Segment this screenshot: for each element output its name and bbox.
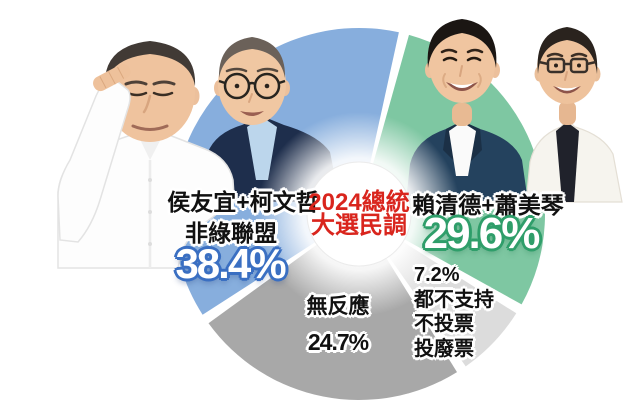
lai-teeth <box>450 83 474 88</box>
photo-lai-ching-te <box>406 19 528 202</box>
label-protest-percentage: 7.2% <box>414 264 460 286</box>
hou-button <box>148 210 152 214</box>
hsiao-glasses-right <box>569 57 589 74</box>
ko-hair <box>218 37 286 78</box>
chart-title: 2024總統 大選民調 <box>308 189 410 239</box>
ko-mouth <box>240 111 264 116</box>
label-no-response-percentage: 24.7% <box>307 329 369 355</box>
ko-glasses-left <box>223 72 251 100</box>
ko-nose <box>248 93 253 103</box>
label-protest-line3: 投廢票 <box>414 337 474 360</box>
hsiao-face <box>537 32 597 104</box>
lai-shirt <box>449 122 476 176</box>
chart-title-line1: 2024總統 <box>308 189 410 216</box>
label-right-percentage: 29.6% <box>423 209 541 258</box>
hou-button <box>148 178 152 182</box>
lai-neck <box>452 103 472 126</box>
hou-mouth <box>131 124 169 131</box>
lai-face <box>429 25 495 103</box>
label-left-candidates: 侯友宜+柯文哲 <box>167 189 319 215</box>
ko-glasses-bridge <box>218 79 286 86</box>
hsiao-brow-right <box>570 52 588 58</box>
hou-button <box>148 242 152 246</box>
lai-eye-right <box>466 56 482 62</box>
lai-nose <box>459 65 463 77</box>
lai-brow-left <box>440 48 458 54</box>
label-no-response: 無反應 <box>306 295 370 318</box>
hsiao-brow-left <box>546 52 564 58</box>
hou-hair <box>104 41 196 86</box>
label-right-candidates: 賴清德+蕭美琴 <box>412 192 564 218</box>
hsiao-hair <box>537 27 598 74</box>
ko-eye-left <box>234 83 240 89</box>
hou-salute-hand <box>93 64 131 92</box>
hsiao-nose <box>564 71 568 81</box>
hsiao-eye-right <box>577 63 581 68</box>
ko-brow-right <box>256 67 279 73</box>
label-protest-vote-block: 7.2% 都不支持 不投票 投廢票 <box>414 263 494 361</box>
lai-hair <box>427 19 497 68</box>
photo-hou-yu-ih <box>57 41 235 269</box>
ko-eye-right <box>264 83 270 89</box>
hsiao-glasses-left <box>546 57 566 74</box>
hou-eye-right <box>152 91 174 97</box>
hsiao-neck <box>559 101 576 125</box>
label-left-coalition: 非綠聯盟 <box>185 220 277 246</box>
hsiao-glasses-bridge <box>538 60 597 66</box>
lai-brow-right <box>466 48 484 54</box>
hsiao-top <box>556 122 579 202</box>
label-protest-line1: 都不支持 <box>414 288 494 311</box>
chart-title-line2: 大選民調 <box>310 212 407 239</box>
hou-brow-left <box>124 80 148 86</box>
ko-shirt <box>247 117 277 180</box>
label-protest-line2: 不投票 <box>414 313 474 335</box>
lai-eye-left <box>442 56 458 62</box>
hou-nose <box>142 94 152 114</box>
lai-cheek-right <box>477 73 482 88</box>
photo-hsiao-bi-khim <box>525 27 623 203</box>
ko-brow-left <box>225 67 248 73</box>
lai-cheek-left <box>442 73 447 88</box>
label-left-percentage: 38.4% <box>175 240 286 287</box>
hou-brow-right <box>152 80 176 86</box>
hsiao-eye-left <box>554 63 558 68</box>
hou-salute-sleeve <box>57 80 131 243</box>
hsiao-teeth <box>556 86 578 91</box>
ko-glasses-right <box>253 72 281 100</box>
center-circle <box>306 161 412 267</box>
